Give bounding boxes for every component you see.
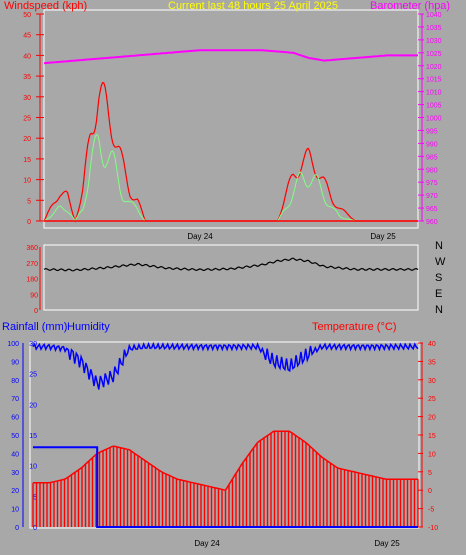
- direction-series-line: [43, 257, 419, 272]
- wind-axis-title: Windspeed (kph): [4, 0, 87, 12]
- wind-plot-frame: [43, 9, 419, 229]
- humidity-tick-label: 0: [15, 525, 19, 532]
- temperature-tick-label: 15: [428, 433, 436, 440]
- direction-tick-label: 360: [26, 245, 38, 252]
- direction-tick-label: 180: [26, 277, 38, 284]
- barometer-tick-label: 1025: [426, 51, 442, 58]
- barometer-tick-label: 990: [426, 141, 438, 148]
- gust-series-line: [43, 81, 418, 223]
- compass-label: E: [435, 288, 442, 300]
- barometer-series-line: [43, 49, 418, 65]
- barometer-axis-title: Barometer (hpa): [370, 0, 450, 12]
- rain-axis-title: Rainfall (mm): [2, 321, 67, 333]
- barometer-tick-label: 1015: [426, 77, 442, 84]
- direction-plot: 0 90 180 270 360: [26, 245, 419, 315]
- rainfall-series-line: [33, 446, 418, 528]
- humidity-tick-label: 20: [11, 488, 19, 495]
- barometer-tick-label: 1020: [426, 64, 442, 71]
- humidity-tick-label: 90: [11, 359, 19, 366]
- direction-tick-label: 0: [34, 308, 38, 315]
- wind-tick-label: 35: [23, 74, 31, 81]
- day-label: Day 24: [194, 539, 220, 548]
- compass-label: N: [435, 240, 443, 252]
- barometer-tick-label: 975: [426, 180, 438, 187]
- rain-tick-label: 15: [29, 433, 37, 440]
- rain-tick-label: 0: [33, 525, 37, 532]
- wind-tick-label: 15: [23, 157, 31, 164]
- temperature-tick-label: -10: [428, 525, 438, 532]
- wind-tick-label: 10: [23, 178, 31, 185]
- temperature-tick-label: 40: [428, 341, 436, 348]
- temperature-series-line: [33, 430, 418, 492]
- rain-tick-label: 20: [29, 402, 37, 409]
- wind-avg-series-line: [43, 133, 418, 223]
- barometer-tick-label: 960: [426, 219, 438, 226]
- wind-tick-label: 30: [23, 95, 31, 102]
- day-label: Day 24: [187, 232, 213, 241]
- wind-tick-label: 50: [23, 12, 31, 19]
- temperature-axis-title: Temperature (°C): [312, 321, 396, 333]
- barometer-tick-label: 1030: [426, 38, 442, 45]
- humidity-tick-label: 50: [11, 433, 19, 440]
- barometer-tick-label: 980: [426, 167, 438, 174]
- temperature-tick-label: 20: [428, 415, 436, 422]
- rain-tick-label: 25: [29, 372, 37, 379]
- wind-plot: 0510152025303540455096096597097598098599…: [23, 12, 441, 226]
- barometer-tick-label: 1040: [426, 12, 442, 19]
- humidity-tick-label: 30: [11, 470, 19, 477]
- temperature-tick-label: 30: [428, 378, 436, 385]
- rain-tick-label: 30: [29, 341, 37, 348]
- barometer-tick-label: 985: [426, 154, 438, 161]
- humidity-axis-title: Humidity: [67, 321, 110, 333]
- direction-plot-frame: [43, 244, 419, 311]
- compass-label: S: [435, 272, 442, 284]
- compass-label: N: [435, 304, 443, 316]
- barometer-tick-label: 970: [426, 193, 438, 200]
- temperature-tick-label: 5: [428, 470, 432, 477]
- barometer-tick-label: 965: [426, 206, 438, 213]
- temperature-tick-label: -5: [428, 507, 434, 514]
- humidity-tick-label: 10: [11, 507, 19, 514]
- wind-tick-label: 40: [23, 53, 31, 60]
- humidity-tick-label: 40: [11, 451, 19, 458]
- humidity-tick-label: 80: [11, 378, 19, 385]
- chart-title: Current last 48 hours 25 April 2025: [168, 0, 338, 12]
- temperature-tick-label: 35: [428, 359, 436, 366]
- wind-tick-label: 0: [27, 219, 31, 226]
- day-label: Day 25: [374, 539, 400, 548]
- wind-tick-label: 25: [23, 116, 31, 123]
- barometer-tick-label: 1010: [426, 90, 442, 97]
- barometer-tick-label: 1005: [426, 103, 442, 110]
- temperature-tick-label: 10: [428, 451, 436, 458]
- rain-tick-label: 5: [33, 494, 37, 501]
- barometer-tick-label: 1000: [426, 116, 442, 123]
- day-label: Day 25: [370, 232, 396, 241]
- wind-tick-label: 5: [27, 198, 31, 205]
- direction-tick-label: 270: [26, 261, 38, 268]
- temperature-tick-label: 0: [428, 488, 432, 495]
- humidity-tick-label: 60: [11, 415, 19, 422]
- rain-tick-label: 10: [29, 464, 37, 471]
- compass-label: W: [435, 256, 446, 268]
- direction-tick-label: 90: [30, 292, 38, 299]
- climate-plot: 0 10 20 30 40 50 60 70 80 90 100 0 5 10 15 20 25 30 -10 -5 0…: [7, 341, 438, 532]
- wind-tick-label: 20: [23, 136, 31, 143]
- barometer-tick-label: 1035: [426, 25, 442, 32]
- humidity-tick-label: 70: [11, 396, 19, 403]
- barometer-tick-label: 995: [426, 128, 438, 135]
- wind-tick-label: 45: [23, 33, 31, 40]
- humidity-tick-label: 100: [7, 341, 19, 348]
- temperature-tick-label: 25: [428, 396, 436, 403]
- humidity-series-line: [32, 341, 419, 390]
